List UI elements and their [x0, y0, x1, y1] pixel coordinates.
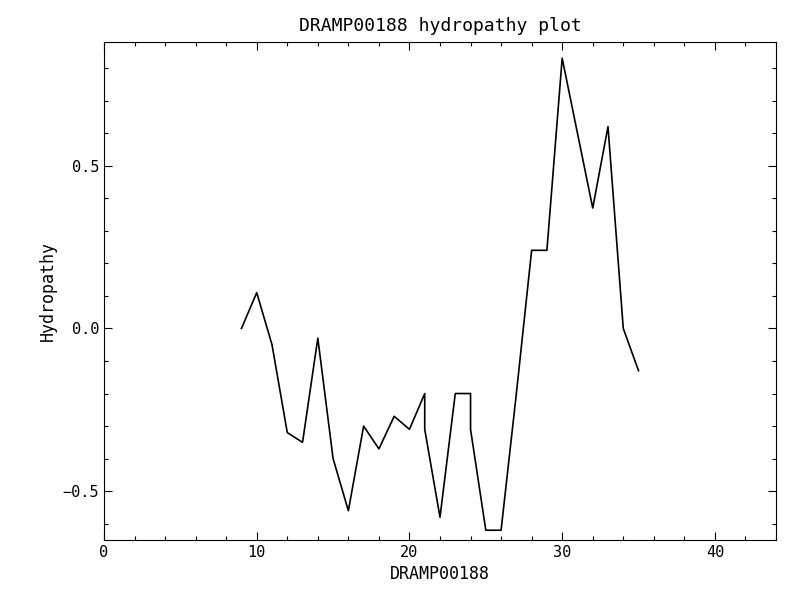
X-axis label: DRAMP00188: DRAMP00188: [390, 565, 490, 583]
Title: DRAMP00188 hydropathy plot: DRAMP00188 hydropathy plot: [298, 17, 582, 35]
Y-axis label: Hydropathy: Hydropathy: [39, 241, 57, 341]
